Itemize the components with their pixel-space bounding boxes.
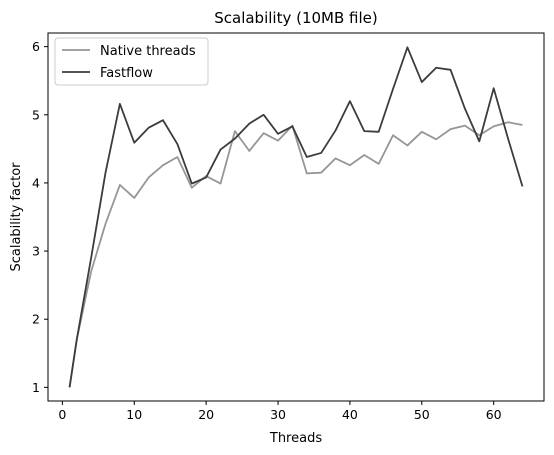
- x-axis-label: Threads: [269, 431, 322, 446]
- legend-label-native-threads: Native threads: [100, 44, 196, 59]
- x-tick-label: 50: [414, 407, 430, 422]
- legend-box: [54, 37, 209, 86]
- series-layer: [68, 46, 524, 388]
- x-tick-label: 60: [486, 407, 502, 422]
- legend-label-fastflow: Fastflow: [100, 66, 153, 81]
- x-tick-label: 0: [58, 407, 66, 422]
- y-axis-ticks: 1 2 3 4 5 6: [32, 39, 48, 395]
- series-line-native-threads: [68, 121, 523, 388]
- x-tick-label: 40: [342, 407, 358, 422]
- legend: Native threads Fastflow: [54, 37, 209, 86]
- y-tick-label: 3: [32, 244, 40, 259]
- series-line-fastflow: [68, 46, 524, 388]
- x-tick-label: 30: [270, 407, 286, 422]
- chart-title: Scalability (10MB file): [214, 9, 378, 27]
- plot-area: [47, 32, 545, 402]
- y-tick-label: 5: [32, 107, 40, 122]
- x-tick-label: 10: [126, 407, 142, 422]
- y-tick-label: 2: [32, 312, 40, 327]
- x-axis-ticks: 0 10 20 30 40 50 60: [58, 401, 502, 422]
- y-tick-label: 1: [32, 380, 40, 395]
- x-tick-label: 20: [198, 407, 214, 422]
- y-axis-label: Scalability factor: [9, 162, 24, 272]
- plot-frame: [47, 32, 545, 402]
- y-tick-label: 6: [32, 39, 40, 54]
- y-tick-label: 4: [32, 175, 40, 190]
